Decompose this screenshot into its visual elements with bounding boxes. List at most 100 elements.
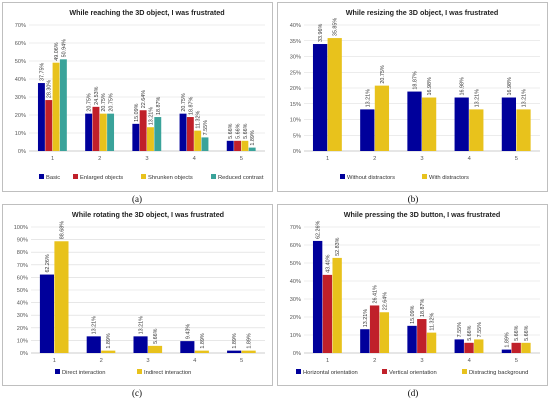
caption-d: (d) [407, 388, 419, 398]
legend-swatch [39, 174, 44, 179]
x-tick-label: 3 [146, 358, 149, 364]
bar [45, 100, 53, 151]
data-label: 1.89% [200, 333, 206, 348]
data-label: 5.66% [228, 123, 234, 138]
bar [422, 97, 437, 151]
y-tick-label: 20% [17, 326, 28, 332]
bar [52, 62, 60, 151]
legend-label: Horizontal orientation [303, 370, 358, 376]
data-label: 7.55% [457, 322, 463, 337]
y-tick-label: 30% [290, 55, 301, 61]
data-label: 1.89% [232, 333, 238, 348]
bar [360, 109, 375, 151]
legend-swatch [141, 174, 146, 179]
y-tick-label: 0% [293, 351, 301, 357]
data-label: 43.40% [325, 254, 331, 272]
y-tick-label: 40% [290, 23, 301, 29]
x-tick-label: 2 [373, 156, 376, 162]
bar [85, 113, 93, 151]
x-tick-label: 1 [326, 156, 329, 162]
y-tick-label: 30% [15, 95, 26, 101]
x-tick-label: 4 [468, 156, 472, 162]
y-tick-label: 80% [17, 250, 28, 256]
y-tick-label: 90% [17, 238, 28, 244]
legend-label: Vertical orientation [389, 370, 437, 376]
data-label: 18.87% [188, 97, 194, 115]
data-label: 62.26% [316, 220, 322, 238]
legend-label: With distractors [429, 175, 469, 181]
x-tick-label: 4 [468, 358, 472, 364]
x-tick-label: 1 [53, 358, 56, 364]
bar [454, 97, 469, 151]
legend-label: Enlarged objects [80, 175, 123, 181]
y-tick-label: 40% [15, 77, 26, 83]
bar [101, 350, 116, 353]
y-tick-label: 70% [17, 263, 28, 269]
y-tick-label: 20% [15, 113, 26, 119]
legend-label: Reduced contrast [218, 175, 264, 181]
bar [147, 127, 154, 151]
bar [312, 240, 323, 353]
bar [426, 332, 437, 353]
chart-svg-c: While rotating the 3D object, I was frus… [14, 210, 265, 376]
chart-panel-c: While rotating the 3D object, I was frus… [2, 204, 273, 386]
bar [39, 274, 54, 353]
legend-swatch [137, 369, 142, 374]
bar [179, 113, 187, 151]
bar [474, 339, 484, 353]
chart-panel-b: While resizing the 3D object, I was frus… [277, 2, 548, 192]
bar [59, 59, 67, 151]
x-tick-label: 5 [515, 358, 518, 364]
bar [186, 117, 194, 151]
y-tick-label: 15% [290, 102, 301, 108]
bar [54, 241, 69, 353]
y-tick-label: 0% [20, 351, 28, 357]
chart-title: While rotating the 3D object, I was frus… [72, 210, 224, 219]
chart-panel-d: While pressing the 3D button, I was frus… [277, 204, 548, 386]
y-tick-label: 35% [290, 39, 301, 45]
bar [417, 319, 427, 353]
data-label: 13.21% [148, 107, 154, 125]
bar [312, 44, 328, 151]
data-label: 20.75% [380, 65, 386, 83]
legend-label: Without distractors [347, 175, 395, 181]
y-tick-label: 70% [15, 23, 26, 29]
legend-swatch [340, 174, 345, 179]
bar [332, 257, 342, 353]
bar [132, 123, 140, 151]
data-label: 15.09% [134, 103, 140, 121]
data-label: 11.32% [430, 313, 436, 331]
bar [201, 137, 209, 151]
data-label: 13.21% [363, 309, 369, 327]
y-tick-label: 20% [290, 86, 301, 92]
data-label: 20.75% [87, 93, 93, 111]
x-tick-label: 3 [145, 156, 148, 162]
caption-b: (b) [407, 194, 419, 204]
bar [133, 336, 148, 353]
x-tick-label: 5 [240, 156, 243, 162]
data-label: 5.66% [153, 328, 159, 343]
data-label: 20.75% [109, 93, 115, 111]
y-tick-label: 40% [290, 279, 301, 285]
data-label: 88.68% [59, 221, 65, 239]
y-tick-label: 30% [17, 313, 28, 319]
data-label: 13.21% [139, 316, 145, 334]
caption-c: (c) [132, 388, 142, 398]
bar [194, 350, 209, 353]
data-label: 9.43% [185, 324, 191, 339]
legend-label: Basic [46, 175, 60, 181]
legend-swatch [296, 369, 301, 374]
bar [369, 305, 380, 353]
x-tick-label: 3 [420, 358, 423, 364]
bar [99, 113, 107, 151]
y-tick-label: 50% [15, 59, 26, 65]
data-label: 22.64% [141, 90, 147, 108]
data-label: 11.32% [196, 111, 202, 129]
data-label: 16.98% [427, 77, 433, 95]
data-label: 5.66% [524, 325, 530, 340]
x-tick-label: 1 [51, 156, 54, 162]
data-label: 7.55% [477, 322, 483, 337]
legend-swatch [462, 369, 467, 374]
legend-swatch [55, 369, 60, 374]
bar [379, 312, 390, 353]
